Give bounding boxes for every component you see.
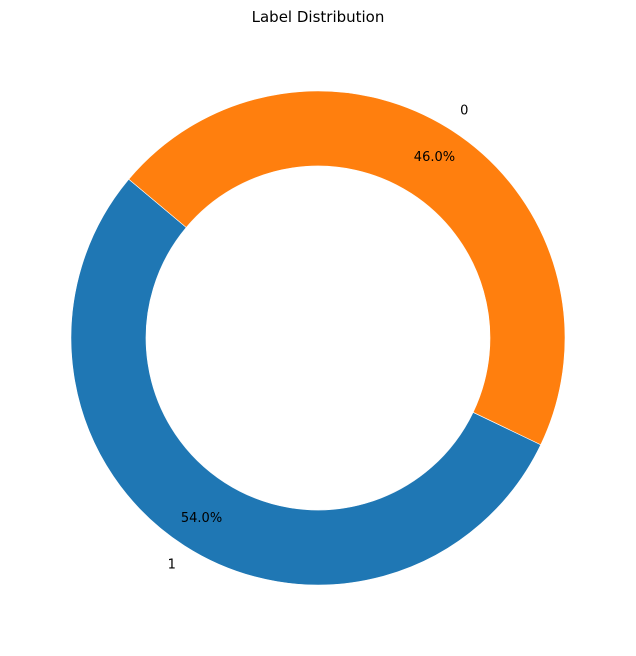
category-label-1: 1	[168, 557, 176, 572]
percent-label-1: 54.0%	[181, 511, 222, 526]
donut-slice-0	[128, 90, 566, 446]
category-label-0: 0	[460, 104, 468, 119]
donut-labels: 54.0% 1 46.0% 0	[168, 104, 469, 573]
chart-title: Label Distribution	[252, 8, 385, 26]
donut-slices	[70, 90, 566, 586]
donut-slice-1	[70, 178, 542, 586]
percent-label-0: 46.0%	[414, 150, 455, 165]
